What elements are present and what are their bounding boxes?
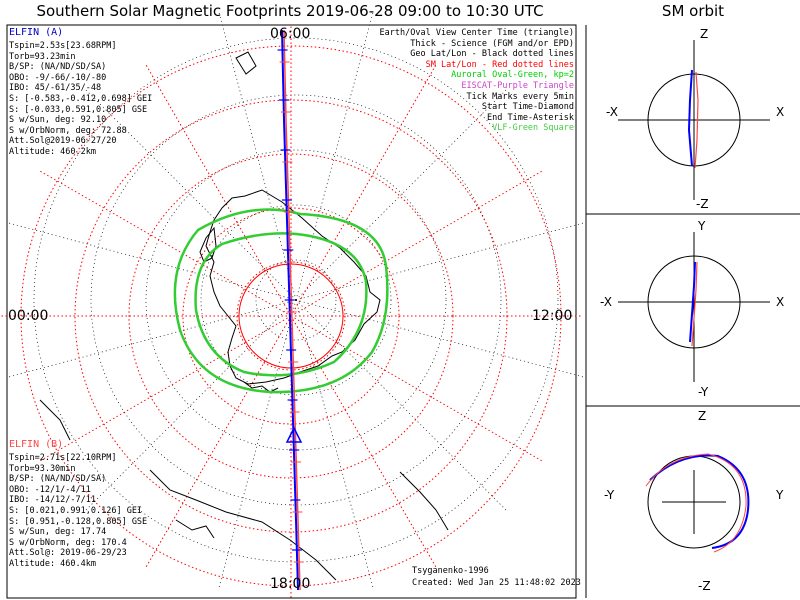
satellite-tracks [277, 29, 304, 591]
sm-grid [1, 26, 581, 600]
legend-entry: Geo Lat/Lon - Black dotted lines [410, 49, 574, 60]
axis-bottom-yz: -Z [698, 579, 711, 593]
elfin-b-info-line: S w/OrbNorm, deg: 170.4 [9, 537, 127, 548]
elfin-a-info-line: S: [-0.583,-0.412,0.698] GEI [9, 93, 153, 104]
legend-entry: EISCAT-Purple Triangle [461, 80, 574, 91]
sm-latitude-ring [20, 45, 562, 587]
elfin-a-info-line: Att.Sol@2019-06-27/20 [9, 136, 117, 147]
elfin-a-info-line: IBO: 45/-61/35/-48 [9, 83, 102, 94]
lt-label-top: 06:00 [270, 26, 311, 42]
track-elfin-b [283, 29, 301, 591]
south-america-tip [235, 51, 257, 75]
axis-bottom-xy: -Y [698, 385, 709, 399]
legend-entry: Earth/Oval View Center Time (triangle) [379, 28, 574, 38]
elfin-b-info-line: OBO: -12/1/-4/11 [9, 484, 91, 495]
sm-longitude-line [290, 315, 543, 462]
elfin-a-info: Tspin=2.53s[23.68RPM] Torb=93.23min B/SP: … [9, 41, 152, 158]
sm-longitude-line [145, 64, 292, 317]
legend-entry: Start Time-Diamond [481, 102, 574, 113]
elfin-b-info-line: Tspin=2.71s[22.10RPM] [9, 453, 117, 463]
elfin-a-info-line: Tspin=2.53s[23.68RPM] [9, 41, 117, 51]
orbit-panel-xz: Z -Z -X X [606, 27, 784, 211]
elfin-b-info-line: B/SP: (NA/ND/SD/SA) [9, 474, 107, 485]
elfin-a-info-line: Altitude: 460.2km [9, 146, 96, 157]
elfin-b-info-line: Att.Sol@: 2019-06-29/23 [9, 548, 127, 559]
axis-top-xy: Y [697, 219, 706, 233]
lt-label-bottom: 18:00 [270, 576, 311, 592]
axis-left-xz: -X [606, 105, 618, 119]
axis-top-yz: Z [698, 409, 706, 423]
elfin-a-info-line: S w/OrbNorm, deg: 72.88 [9, 125, 127, 136]
view-center-triangle [285, 426, 303, 443]
coast-east [399, 471, 449, 531]
lt-label-left: 00:00 [8, 308, 49, 324]
elfin-a-header: ELFIN (A) [9, 27, 64, 38]
auroral-oval-inner [194, 232, 368, 377]
track-elfin-a [281, 29, 299, 591]
sm-longitude-line [290, 315, 437, 568]
elfin-a-info-line: B/SP: (NA/ND/SD/SA) [9, 62, 107, 73]
legend-entry: VLF-Green Square [492, 123, 574, 134]
elfin-b-header: ELFIN (B) [9, 439, 64, 450]
sm-longitude-line [290, 170, 543, 317]
map-frame [6, 24, 577, 599]
elfin-b-info: Tspin=2.71s[22.10RPM] Torb=93.30min B/SP: … [9, 453, 147, 570]
geo-latitude-ring [255, 259, 337, 341]
legend: Earth/Oval View Center Time (triangle) Th… [380, 28, 574, 134]
sm-longitude-line [145, 315, 292, 568]
axis-bottom-xz: -Z [696, 197, 709, 211]
elfin-a-info-line: OBO: -9/-66/-10/-80 [9, 72, 107, 83]
credit-author: Tsyganenko-1996 [412, 566, 489, 576]
axis-left-xy: -X [600, 295, 612, 309]
axis-top-xz: Z [700, 27, 708, 41]
coast-west [39, 399, 71, 441]
orbit-track-b-yz [645, 453, 747, 553]
sm-latitude-ring [128, 153, 454, 479]
orbit-track-b-xy [691, 261, 698, 347]
orbit-track-a-xy [689, 261, 696, 343]
legend-entry: Auroral Oval-Green, kp=2 [451, 70, 574, 81]
legend-entry: Thick - Science (FGM and/or EPD) [410, 38, 574, 49]
main-title: Southern Solar Magnetic Footprints 2019-… [36, 2, 544, 20]
elfin-b-info-line: Altitude: 460.4km [9, 558, 96, 569]
elfin-b-info-line: Torb=93.30min [9, 463, 76, 474]
elfin-a-info-line: Torb=93.23min [9, 51, 76, 62]
axis-right-xy: X [776, 295, 784, 309]
geo-latitude-ring [90, 94, 502, 506]
axis-right-xz: X [776, 105, 784, 119]
ice-shelf-edge [243, 381, 279, 393]
geo-grid [6, 10, 586, 590]
orbit-panel-xy: Y -Y -X X [600, 219, 784, 399]
legend-entry: End Time-Asterisk [487, 112, 574, 123]
elfin-a-info-line: S: [-0.033,0.591,0.805] GSE [9, 104, 148, 115]
elfin-b-info-line: S w/Sun, deg: 17.74 [9, 527, 107, 538]
orbit-track-a-xz [687, 69, 693, 167]
legend-entry: SM Lat/Lon - Red dotted lines [425, 59, 574, 70]
orbit-track-a-yz [649, 454, 750, 549]
credit-created: Created: Wed Jan 25 11:48:02 2023 [412, 578, 581, 588]
auroral-oval-outer [173, 208, 389, 394]
orbit-title: SM orbit [661, 2, 725, 20]
lt-label-right: 12:00 [532, 308, 573, 324]
geo-latitude-ring [33, 37, 559, 563]
southern-africa [149, 469, 337, 581]
orbit-track-b-xz [694, 71, 699, 169]
legend-entry: Tick Marks every 5min [466, 91, 574, 102]
axis-left-yz: -Y [604, 488, 615, 502]
geo-latitude-ring [200, 204, 392, 396]
elfin-a-info-line: S w/Sun, deg: 92.10 [9, 115, 107, 126]
elfin-b-info-line: S: [0.951,-0.128,0.805] GSE [9, 516, 148, 527]
sm-longitude-line [290, 64, 437, 317]
coast-lower-left [175, 519, 215, 539]
geo-latitude-ring [145, 149, 447, 451]
auroral-ovals [173, 208, 389, 394]
axis-right-yz: Y [775, 488, 784, 502]
orbit-panel-yz: Z -Z -Y Y [604, 409, 784, 593]
sm-longitude-line [39, 315, 292, 462]
elfin-b-info-line: S: [0.021,0.991,0.126] GEI [9, 505, 143, 516]
sm-longitude-line [39, 170, 292, 317]
elfin-b-info-line: IBO: -14/12/-7/11 [9, 495, 96, 506]
